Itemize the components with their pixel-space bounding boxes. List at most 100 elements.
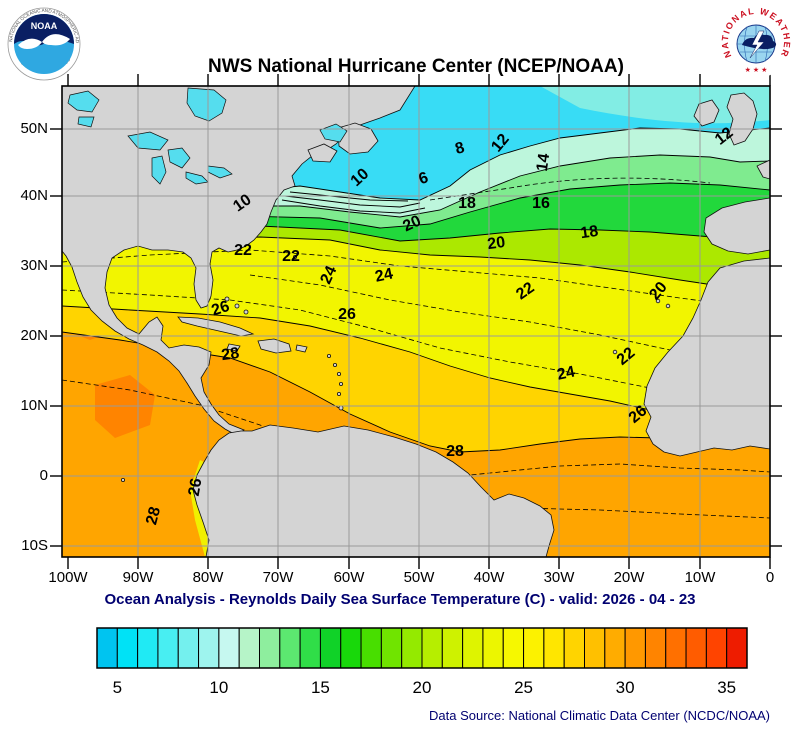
colorbar-tick-label: 30 [615, 678, 635, 697]
lat-tick-label: 30N [20, 257, 48, 274]
island [292, 254, 297, 259]
lon-tick-label: 40W [473, 569, 505, 586]
colorbar-tick-label: 35 [717, 678, 737, 697]
colorbar-cell [157, 627, 179, 669]
colorbar-cell [279, 627, 301, 669]
lat-tick-label: 0 [39, 467, 48, 484]
colorbar-cell [238, 627, 260, 669]
island [338, 381, 343, 386]
colorbar-cell [624, 627, 646, 669]
cuba [177, 316, 255, 337]
hudson-bay [186, 87, 227, 122]
island [336, 371, 341, 376]
graticule [62, 86, 770, 557]
lake-huron [167, 147, 191, 169]
nws-stars: ★ ★ ★ [745, 66, 768, 74]
data-source-note: Data Source: National Climatic Data Cent… [429, 708, 770, 723]
colorbar [96, 627, 748, 669]
island [121, 477, 126, 482]
contour-label: 20 [400, 212, 423, 235]
map-subtitle: Ocean Analysis - Reynolds Daily Sea Surf… [104, 591, 696, 608]
noaa-seagull-icon [18, 34, 70, 49]
contour-label: 14 [534, 152, 553, 172]
colorbar-cell [299, 627, 321, 669]
newfoundland [337, 122, 379, 155]
colorbar-cell [523, 627, 545, 669]
lon-tick-label: 10W [684, 569, 716, 586]
island [234, 303, 240, 309]
nws-logo: NATIONAL WEATHER SERVICE ★ ★ ★ [714, 0, 792, 78]
lon-tick-label: 50W [403, 569, 435, 586]
nw-lakes [67, 90, 100, 113]
colorbar-cell [198, 627, 220, 669]
colorbar-cell [705, 627, 728, 669]
contour-label: 20 [486, 234, 506, 253]
colorbar-cell [604, 627, 626, 669]
colorbar-border [96, 627, 748, 669]
lon-tick-label: 90W [122, 569, 154, 586]
lon-tick-label: 0 [765, 569, 775, 586]
colorbar-cell [340, 627, 362, 669]
colorbar-cell [401, 627, 423, 669]
colorbar-cell [644, 627, 667, 669]
brittany [756, 159, 770, 180]
colorbar-cell [96, 627, 118, 669]
island [338, 405, 344, 411]
colorbar-cell [563, 627, 585, 669]
noaa-sky [14, 14, 74, 46]
lat-tick-label: 50N [20, 120, 48, 137]
sst-field [62, 86, 770, 557]
contour-label: 16 [532, 195, 550, 212]
colorbar-tick-label: 10 [209, 678, 229, 697]
colorbar-tick-label: 15 [310, 678, 330, 697]
lon-tick-label: 60W [333, 569, 365, 586]
colorbar-cell [502, 627, 525, 669]
island [243, 309, 249, 315]
colorbar-cell [360, 627, 382, 669]
lon-tick-label: 80W [192, 569, 224, 586]
iberia [703, 197, 770, 255]
colorbar-cell [137, 627, 159, 669]
contour-label: 28 [220, 345, 240, 364]
contour-label: 8 [453, 139, 466, 158]
contour-label: 28 [143, 505, 164, 527]
colorbar-cell [116, 627, 139, 669]
lat-tick-label: 10S [21, 537, 48, 554]
lake-michigan [151, 155, 167, 185]
north-central-america [62, 86, 416, 436]
contour-label: 26 [210, 298, 232, 320]
colorbar-cell [380, 627, 403, 669]
contour-label: 24 [374, 265, 395, 285]
contour-label: 18 [458, 195, 476, 212]
contour-label: 26 [186, 477, 206, 498]
contour-label: 18 [579, 223, 599, 242]
lat-tick-label: 10N [20, 397, 48, 414]
nw-lakes [77, 116, 95, 128]
lake-erie [185, 171, 209, 185]
colorbar-cell [441, 627, 464, 669]
colorbar-cell [259, 627, 281, 669]
colorbar-cell [462, 627, 484, 669]
contour-label: 26 [338, 306, 356, 323]
colorbar-cell [218, 627, 240, 669]
island [336, 391, 341, 396]
colorbar-cell [665, 627, 687, 669]
south-america [192, 424, 555, 557]
contour-label: 24 [317, 263, 340, 286]
colorbar-cell [584, 627, 606, 669]
britain [726, 92, 758, 146]
contour-label: 24 [556, 363, 577, 383]
puerto-rico [295, 344, 308, 353]
island [224, 296, 230, 302]
lon-tick-label: 70W [262, 569, 294, 586]
nws-lightning-icon [749, 30, 765, 59]
colorbar-cell [319, 627, 342, 669]
axis-ticks [50, 74, 782, 569]
noaa-wordmark: NOAA [31, 21, 58, 31]
island [655, 298, 661, 304]
island [665, 303, 671, 309]
contour-label: 22 [234, 242, 252, 259]
